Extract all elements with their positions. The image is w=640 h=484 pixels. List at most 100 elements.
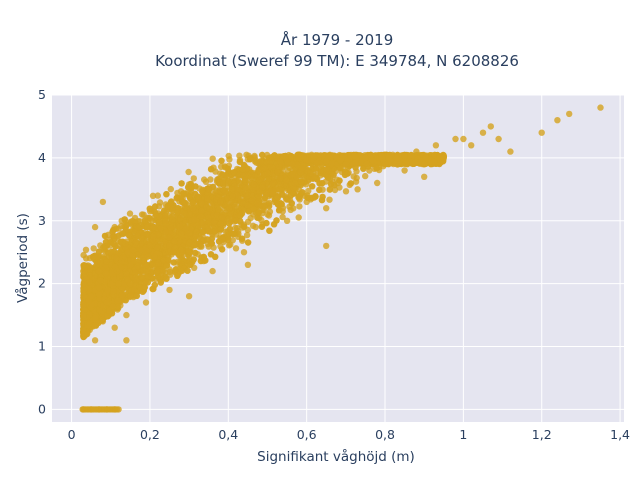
scatter-point: [242, 185, 248, 191]
scatter-point: [221, 187, 227, 193]
scatter-point: [319, 180, 325, 186]
scatter-point: [296, 203, 302, 209]
scatter-point: [170, 207, 176, 213]
scatter-point: [201, 176, 207, 182]
scatter-point: [328, 181, 334, 187]
scatter-point: [105, 313, 111, 319]
scatter-point: [298, 179, 304, 185]
scatter-point: [227, 226, 233, 232]
scatter-point: [219, 171, 225, 177]
scatter-point: [133, 239, 139, 245]
scatter-point: [204, 195, 210, 201]
scatter-point: [310, 153, 316, 159]
scatter-point: [102, 233, 108, 239]
scatter-point: [312, 193, 318, 199]
scatter-point: [132, 275, 138, 281]
scatter-point: [271, 221, 277, 227]
scatter-point: [236, 153, 242, 159]
scatter-point: [174, 273, 180, 279]
scatter-point: [233, 245, 239, 251]
scatter-point: [156, 213, 162, 219]
scatter-point: [226, 156, 232, 162]
scatter-point: [151, 224, 157, 230]
scatter-point: [127, 210, 133, 216]
scatter-point: [330, 172, 336, 178]
scatter-point: [219, 214, 225, 220]
scatter-point: [237, 213, 243, 219]
scatter-point: [191, 175, 197, 181]
scatter-point: [185, 248, 191, 254]
scatter-point: [265, 170, 271, 176]
scatter-point: [126, 232, 132, 238]
scatter-point: [180, 190, 186, 196]
scatter-point: [158, 279, 164, 285]
scatter-point: [179, 199, 185, 205]
scatter-point: [275, 194, 281, 200]
scatter-point: [198, 213, 204, 219]
scatter-point: [325, 174, 331, 180]
scatter-point: [156, 219, 162, 225]
scatter-point: [259, 184, 265, 190]
scatter-point: [225, 166, 231, 172]
scatter-point: [177, 223, 183, 229]
scatter-point: [319, 194, 325, 200]
scatter-point: [239, 236, 245, 242]
scatter-point: [177, 215, 183, 221]
scatter-point: [313, 165, 319, 171]
scatter-point: [198, 200, 204, 206]
scatter-point: [185, 169, 191, 175]
scatter-point: [206, 205, 212, 211]
scatter-point: [210, 156, 216, 162]
scatter-point: [80, 252, 86, 258]
scatter-point: [150, 286, 156, 292]
scatter-point: [241, 224, 247, 230]
scatter-point: [247, 156, 253, 162]
scatter-point: [184, 268, 190, 274]
scatter-point: [251, 181, 257, 187]
scatter-point: [215, 207, 221, 213]
scatter-point: [199, 189, 205, 195]
scatter-point: [134, 293, 140, 299]
scatter-point: [103, 239, 109, 245]
scatter-point: [186, 240, 192, 246]
scatter-point: [171, 259, 177, 265]
scatter-point: [158, 274, 164, 280]
scatter-point: [299, 189, 305, 195]
scatter-point: [140, 267, 146, 273]
scatter-point: [207, 176, 213, 182]
scatter-point: [362, 173, 368, 179]
scatter-point: [122, 216, 128, 222]
scatter-point: [163, 276, 169, 282]
scatter-point: [248, 175, 254, 181]
scatter-point: [240, 166, 246, 172]
scatter-point: [174, 194, 180, 200]
scatter-point: [127, 293, 133, 299]
scatter-point: [326, 197, 332, 203]
scatter-point: [158, 225, 164, 231]
scatter-point: [266, 228, 272, 234]
scatter-point: [168, 186, 174, 192]
scatter-point: [91, 245, 97, 251]
scatter-point: [231, 169, 237, 175]
scatter-point: [258, 158, 264, 164]
scatter-point: [276, 207, 282, 213]
scatter-point: [155, 260, 161, 266]
scatter-point: [296, 214, 302, 220]
scatter-point: [111, 240, 117, 246]
scatter-point: [284, 178, 290, 184]
scatter-point: [169, 213, 175, 219]
scatter-point: [348, 180, 354, 186]
scatter-point: [208, 166, 214, 172]
scatter-point: [245, 239, 251, 245]
scatter-point: [259, 152, 265, 158]
scatter-point: [204, 236, 210, 242]
scatter-point: [168, 198, 174, 204]
scatter-point: [218, 226, 224, 232]
scatter-point: [124, 222, 130, 228]
scatter-point: [316, 187, 322, 193]
scatter-point: [228, 199, 234, 205]
scatter-point: [172, 267, 178, 273]
scatter-point: [212, 228, 218, 234]
